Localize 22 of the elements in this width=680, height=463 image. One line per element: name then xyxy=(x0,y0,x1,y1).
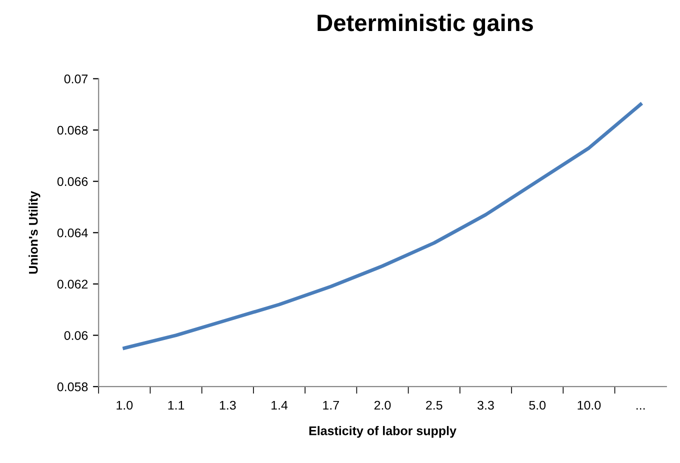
x-tick-label: 1.3 xyxy=(220,400,236,410)
y-tick-label: 0.066 xyxy=(57,177,88,186)
y-axis-title: Union's Utility xyxy=(28,190,40,274)
y-tick-label: 0.06 xyxy=(64,331,88,340)
chart-title: Deterministic gains xyxy=(318,14,533,36)
y-tick-label: 0.07 xyxy=(64,74,88,84)
y-tick-label: 0.058 xyxy=(57,382,88,392)
x-tick-label: 3.3 xyxy=(478,400,494,410)
x-tick-label: 5.0 xyxy=(529,400,546,410)
x-tick-label: 1.7 xyxy=(323,400,339,410)
x-tick-label: 1.4 xyxy=(272,400,288,410)
x-axis-title: Elasticity of labor supply xyxy=(309,426,456,438)
y-tick-label: 0.062 xyxy=(57,280,88,289)
line-series xyxy=(122,102,642,350)
y-tick-label: 0.068 xyxy=(57,126,88,135)
x-tick-label: 2.0 xyxy=(374,400,391,410)
x-tick-label: 2.5 xyxy=(426,400,442,410)
x-tick-label: 1.0 xyxy=(116,400,133,410)
x-tick-label: 1.1 xyxy=(168,400,184,410)
x-tick-label: ... xyxy=(636,408,645,410)
y-tick-label: 0.064 xyxy=(57,228,88,238)
x-tick-label: 10.0 xyxy=(578,400,601,410)
